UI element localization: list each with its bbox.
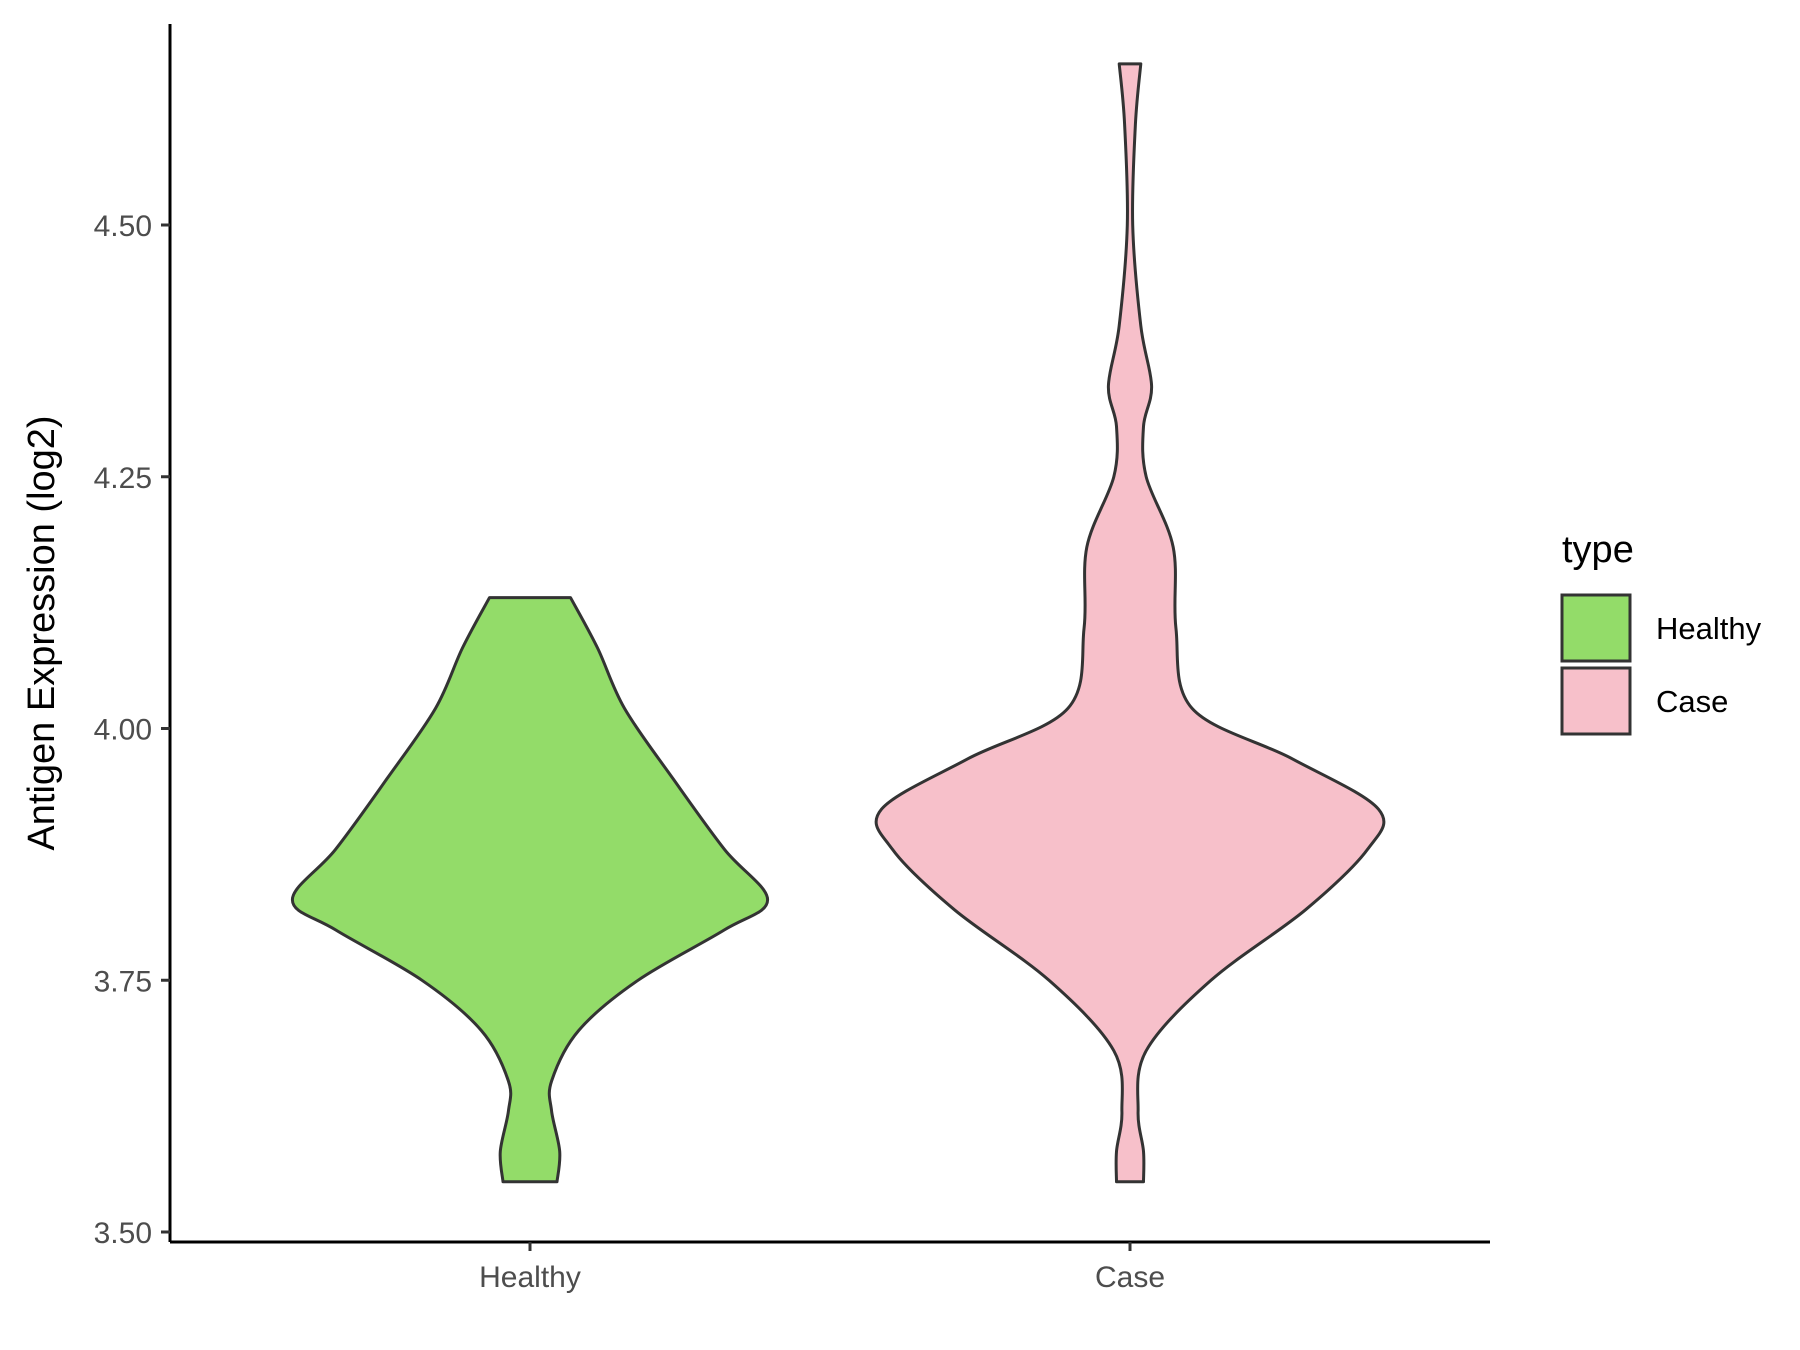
x-axis-ticks: Healthy Case bbox=[479, 1242, 1165, 1294]
violin-layer bbox=[290, 62, 1386, 1184]
legend-key-case bbox=[1560, 666, 1632, 736]
y-tick-label: 4.25 bbox=[94, 462, 152, 495]
legend-label: Healthy bbox=[1656, 611, 1762, 646]
violin-case bbox=[874, 62, 1386, 1184]
violin-healthy bbox=[290, 596, 770, 1184]
y-tick-label: 4.00 bbox=[94, 714, 152, 747]
y-tick-label: 4.50 bbox=[94, 210, 152, 243]
legend: type Healthy Case bbox=[1560, 529, 1762, 736]
y-axis-title: Antigen Expression (log2) bbox=[21, 415, 63, 850]
y-axis-ticks: 3.50 3.75 4.00 4.25 4.50 bbox=[94, 210, 170, 1250]
y-tick-label: 3.50 bbox=[94, 1217, 152, 1250]
legend-title: type bbox=[1562, 529, 1634, 571]
y-tick-label: 3.75 bbox=[94, 965, 152, 998]
x-tick-label: Healthy bbox=[479, 1261, 581, 1294]
legend-label: Case bbox=[1656, 684, 1728, 719]
legend-key-healthy bbox=[1560, 593, 1632, 663]
x-tick-label: Case bbox=[1095, 1261, 1165, 1294]
